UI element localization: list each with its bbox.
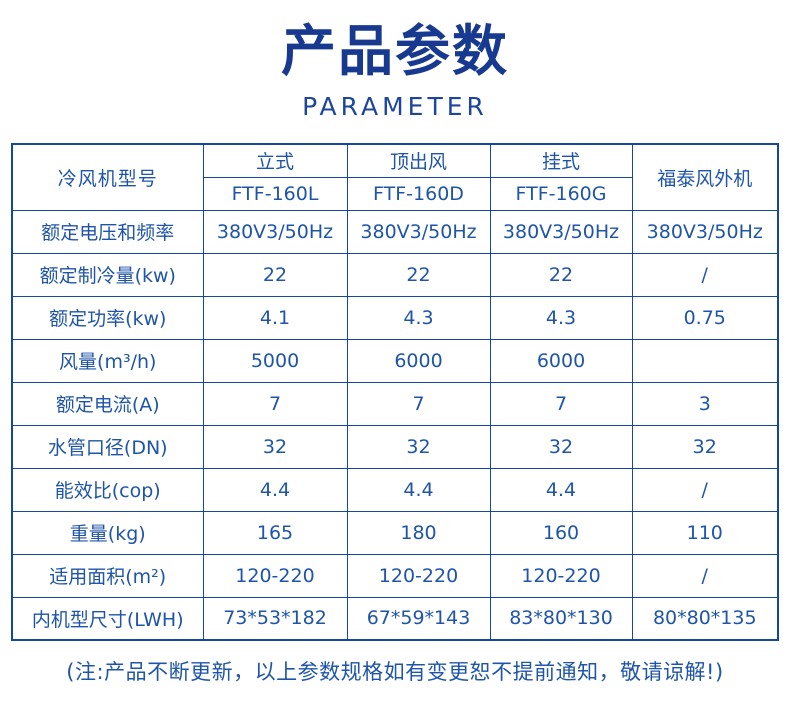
cell-value: 67*59*143 bbox=[346, 596, 491, 641]
cell-value: 22 bbox=[346, 252, 491, 297]
cell-value: 83*80*130 bbox=[489, 596, 633, 641]
cell-value: 7 bbox=[489, 381, 633, 426]
cell-value: 160 bbox=[489, 510, 633, 555]
row-label: 额定电压和频率 bbox=[11, 209, 204, 254]
cell-value: / bbox=[631, 467, 779, 512]
cell-value: 120-220 bbox=[489, 553, 633, 598]
col-header-type-top-outlet: 顶出风 bbox=[346, 143, 491, 178]
cell-value: 165 bbox=[202, 510, 348, 555]
cell-value: 32 bbox=[202, 424, 348, 469]
cell-value: 380V3/50Hz bbox=[346, 209, 491, 254]
cell-value: 22 bbox=[489, 252, 633, 297]
col-header-model-2: FTF-160G bbox=[489, 176, 633, 211]
header-row-model: FTF-160L FTF-160D FTF-160G bbox=[12, 176, 778, 211]
row-label: 重量(kg) bbox=[11, 510, 204, 555]
cell-value: 380V3/50Hz bbox=[489, 209, 633, 254]
col-header-model-label: 冷风机型号 bbox=[11, 143, 204, 211]
cell-value: 180 bbox=[346, 510, 491, 555]
header-row-type: 冷风机型号 立式 顶出风 挂式 福泰风外机 bbox=[11, 143, 779, 211]
table-row-rated-power: 额定功率(kw) 4.1 4.3 4.3 0.75 bbox=[11, 295, 779, 340]
cell-value: 3 bbox=[631, 381, 779, 426]
cell-value: 4.3 bbox=[489, 295, 633, 340]
col-header-type-vertical: 立式 bbox=[202, 143, 348, 178]
cell-value: 5000 bbox=[202, 338, 348, 383]
product-parameter-page: 产品参数 PARAMETER 冷风机型号 立式 顶出风 挂式 福泰风外机 FTF… bbox=[0, 14, 790, 722]
cell-value: 4.1 bbox=[202, 295, 348, 340]
table-row-voltage: 额定电压和频率 380V3/50Hz 380V3/50Hz 380V3/50Hz… bbox=[11, 209, 779, 254]
row-label: 水管口径(DN) bbox=[11, 424, 204, 469]
cell-value: 80*80*135 bbox=[631, 596, 779, 641]
table-row-coverage-area: 适用面积(m²) 120-220 120-220 120-220 / bbox=[11, 553, 779, 598]
cell-value: / bbox=[631, 252, 779, 297]
cell-value: 4.3 bbox=[346, 295, 491, 340]
table-row-air-volume: 风量(m³/h) 5000 6000 6000 bbox=[11, 338, 779, 383]
cell-value: 120-220 bbox=[202, 553, 348, 598]
cell-value: 4.4 bbox=[489, 467, 633, 512]
cell-value: 120-220 bbox=[346, 553, 491, 598]
cell-value: 380V3/50Hz bbox=[202, 209, 348, 254]
page-subtitle: PARAMETER bbox=[302, 92, 488, 121]
row-label: 额定功率(kw) bbox=[11, 295, 204, 340]
footer-note: (注:产品不断更新，以上参数规格如有变更恕不提前通知，敬请谅解!) bbox=[66, 660, 724, 684]
cell-value: 32 bbox=[489, 424, 633, 469]
table-row-weight: 重量(kg) 165 180 160 110 bbox=[11, 510, 779, 555]
cell-value: / bbox=[631, 553, 779, 598]
cell-value: 110 bbox=[631, 510, 779, 555]
table-row-unit-dimensions: 内机型尺寸(LWH) 73*53*182 67*59*143 83*80*130… bbox=[11, 596, 779, 641]
col-header-type-wall-mounted: 挂式 bbox=[489, 143, 633, 178]
table-row-pipe-diameter: 水管口径(DN) 32 32 32 32 bbox=[11, 424, 779, 469]
cell-value: 6000 bbox=[346, 338, 491, 383]
cell-value: 4.4 bbox=[346, 467, 491, 512]
page-title: 产品参数 bbox=[280, 19, 509, 83]
col-header-outdoor-unit: 福泰风外机 bbox=[631, 143, 779, 211]
cell-value: 7 bbox=[346, 381, 491, 426]
cell-value: 32 bbox=[631, 424, 779, 469]
col-header-model-0: FTF-160L bbox=[202, 176, 348, 211]
cell-value: 7 bbox=[202, 381, 348, 426]
col-header-model-1: FTF-160D bbox=[346, 176, 491, 211]
cell-value: 6000 bbox=[489, 338, 633, 383]
table-row-rated-current: 额定电流(A) 7 7 7 3 bbox=[11, 381, 779, 426]
cell-value: 32 bbox=[346, 424, 491, 469]
parameter-table: 冷风机型号 立式 顶出风 挂式 福泰风外机 FTF-160L FTF-160D … bbox=[11, 143, 779, 641]
row-label: 风量(m³/h) bbox=[11, 338, 204, 383]
table-row-cop: 能效比(cop) 4.4 4.4 4.4 / bbox=[11, 467, 779, 512]
cell-value: 4.4 bbox=[202, 467, 348, 512]
cell-value bbox=[631, 338, 779, 383]
row-label: 内机型尺寸(LWH) bbox=[11, 596, 204, 641]
table-row-cooling-capacity: 额定制冷量(kw) 22 22 22 / bbox=[11, 252, 779, 297]
row-label: 适用面积(m²) bbox=[11, 553, 204, 598]
row-label: 额定制冷量(kw) bbox=[11, 252, 204, 297]
cell-value: 380V3/50Hz bbox=[631, 209, 779, 254]
cell-value: 22 bbox=[202, 252, 348, 297]
row-label: 额定电流(A) bbox=[11, 381, 204, 426]
cell-value: 0.75 bbox=[631, 295, 779, 340]
row-label: 能效比(cop) bbox=[11, 467, 204, 512]
cell-value: 73*53*182 bbox=[202, 596, 348, 641]
